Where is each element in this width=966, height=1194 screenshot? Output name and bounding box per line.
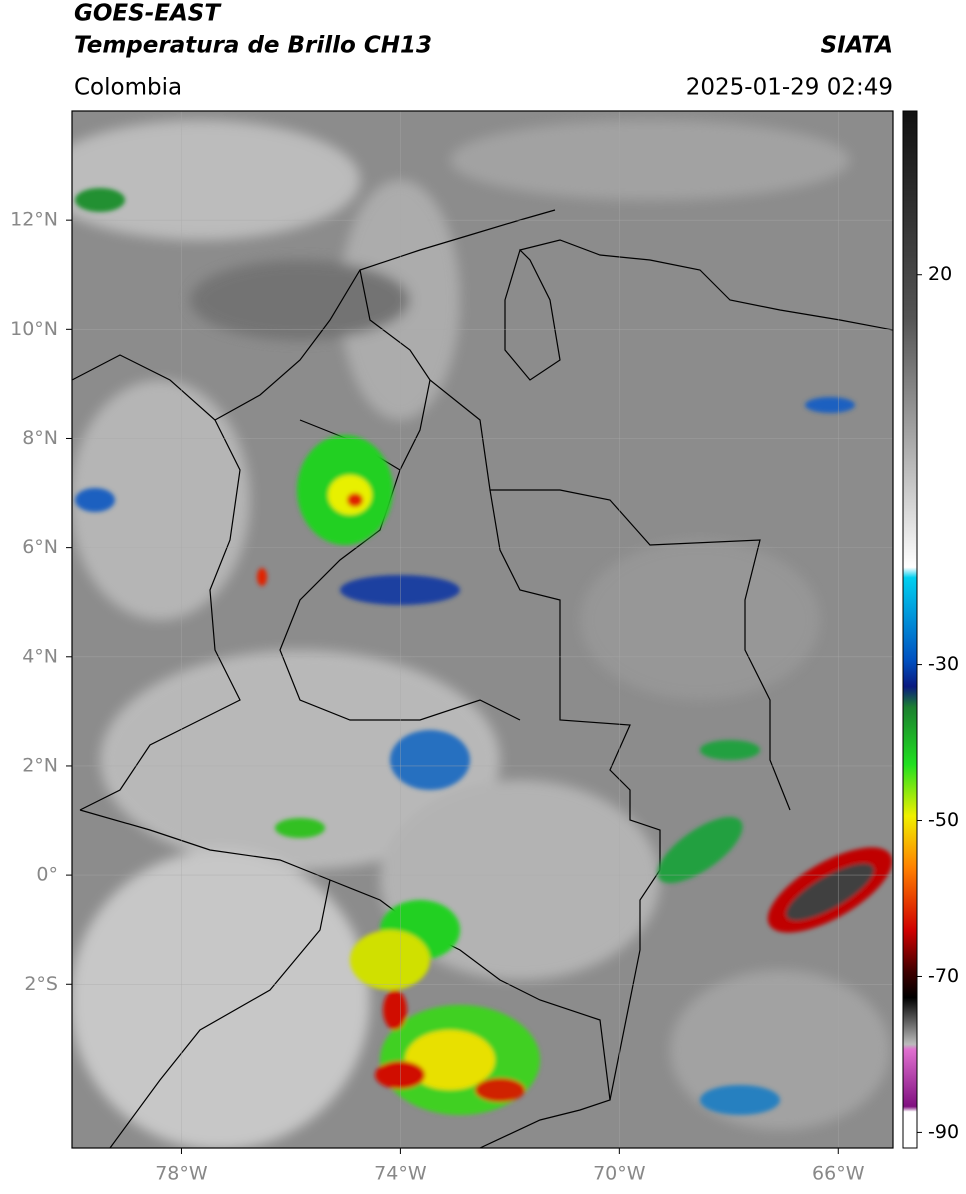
y-tick-label: 2°N: [22, 754, 58, 776]
map-frame: [71, 110, 894, 1149]
y-tick-label: 8°N: [22, 427, 58, 449]
colorbar-label: -50: [928, 809, 959, 831]
colorbar-label: 20: [928, 263, 952, 285]
region: Colombia: [74, 75, 182, 101]
x-tick-label: 74°W: [374, 1163, 427, 1185]
x-tick-label: 78°W: [155, 1163, 208, 1185]
y-tick-label: 4°N: [22, 645, 58, 667]
x-tick-label: 66°W: [812, 1163, 865, 1185]
satellite-image: [72, 111, 893, 1148]
source: SIATA: [821, 33, 893, 59]
datetime: 2025-01-29 02:49: [686, 75, 893, 101]
y-tick-label: 0°: [36, 864, 58, 886]
colorbar-label: -90: [928, 1121, 959, 1143]
title: GOES-EAST: [74, 1, 222, 27]
colorbar: [902, 110, 918, 1149]
colorbar-label: -70: [928, 965, 959, 987]
title: Temperatura de Brillo CH13: [74, 33, 432, 59]
y-tick-label: 2°S: [24, 973, 58, 995]
x-tick-label: 70°W: [593, 1163, 646, 1185]
colorbar-label: -30: [928, 653, 959, 675]
y-tick-label: 12°N: [10, 209, 58, 231]
y-tick-label: 6°N: [22, 536, 58, 558]
y-tick-label: 10°N: [10, 318, 58, 340]
